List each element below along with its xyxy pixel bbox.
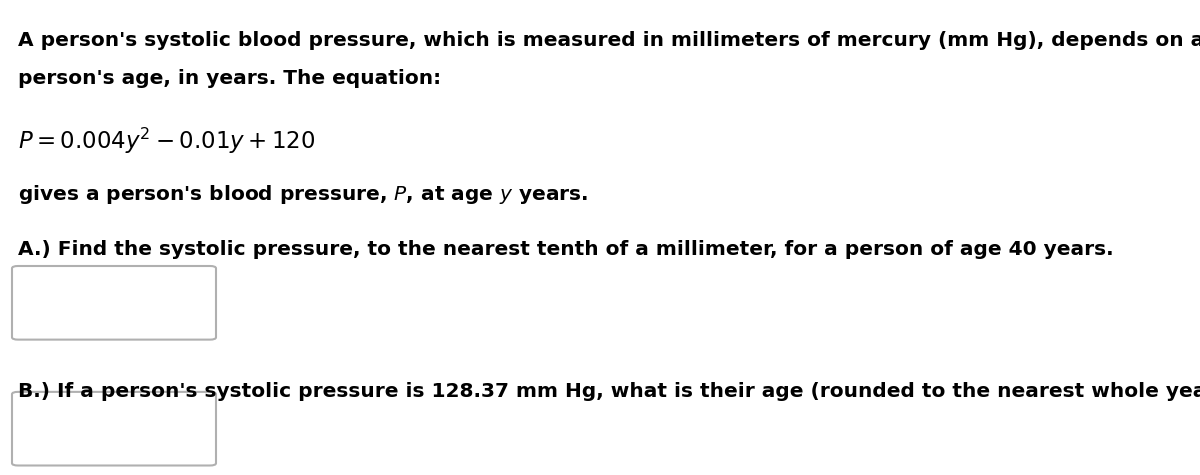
Text: A.) Find the systolic pressure, to the nearest tenth of a millimeter, for a pers: A.) Find the systolic pressure, to the n… (18, 240, 1114, 259)
Text: person's age, in years. The equation:: person's age, in years. The equation: (18, 69, 442, 88)
Text: gives a person's blood pressure, $P$, at age $y$ years.: gives a person's blood pressure, $P$, at… (18, 183, 588, 206)
Text: $P = 0.004y^2 - 0.01y + 120$: $P = 0.004y^2 - 0.01y + 120$ (18, 126, 316, 156)
Text: B.) If a person's systolic pressure is 128.37 mm Hg, what is their age (rounded : B.) If a person's systolic pressure is 1… (18, 382, 1200, 401)
Text: A person's systolic blood pressure, which is measured in millimeters of mercury : A person's systolic blood pressure, whic… (18, 31, 1200, 50)
